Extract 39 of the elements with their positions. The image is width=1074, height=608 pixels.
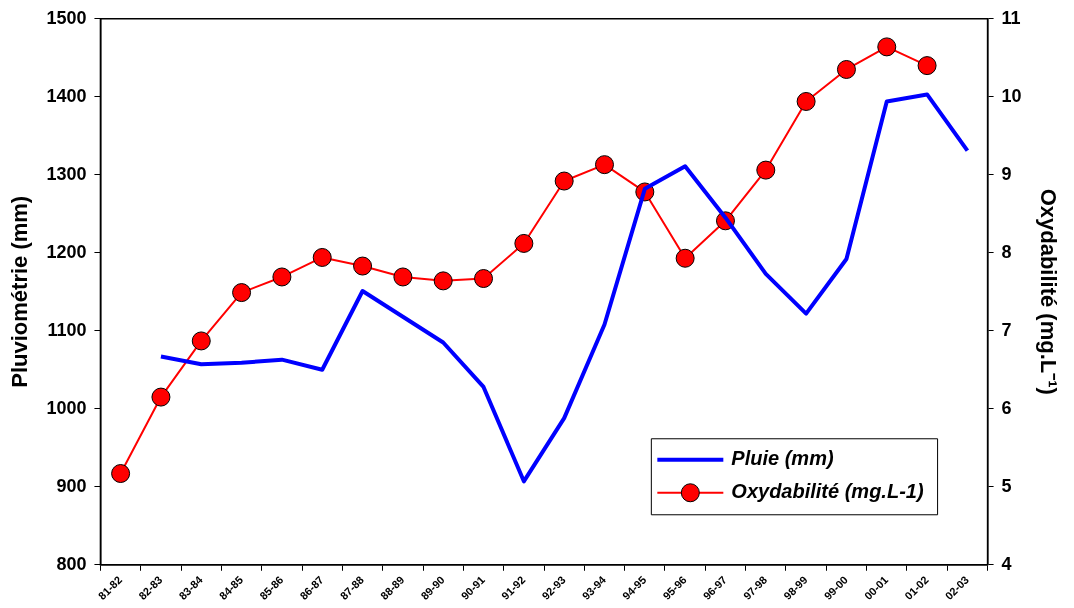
y2-tick-label: 9 <box>1001 163 1012 184</box>
point <box>474 269 494 289</box>
y-tick-label: 1400 <box>46 85 87 106</box>
y-axis-title: Pluviométrie (mm) <box>7 195 33 388</box>
point <box>191 331 211 351</box>
point <box>917 56 937 76</box>
y-tick-label: 1300 <box>46 163 87 184</box>
y-tick-label: 1200 <box>46 241 87 262</box>
y-tick-label: 1500 <box>46 7 87 28</box>
point <box>393 267 413 287</box>
legend-label: Oxydabilité (mg.L-1) <box>731 480 924 503</box>
y-tick-label: 900 <box>56 475 87 496</box>
point <box>675 248 695 268</box>
point <box>796 91 816 111</box>
point <box>111 464 131 484</box>
y2-tick-label: 4 <box>1001 553 1012 574</box>
point <box>151 387 171 407</box>
y2-tick-label: 7 <box>1001 319 1012 340</box>
y-tick-label: 1000 <box>46 397 87 418</box>
y2-tick-label: 5 <box>1001 475 1012 496</box>
y2-axis-title: Oxydabilité (mg.L⁻¹) <box>1035 188 1061 395</box>
y2-tick-label: 10 <box>1001 85 1022 106</box>
point <box>312 247 332 267</box>
point <box>514 233 534 253</box>
y2-tick-label: 6 <box>1001 397 1012 418</box>
y2-tick-label: 11 <box>1001 7 1021 28</box>
y-tick-label: 1100 <box>47 319 87 340</box>
point <box>272 267 292 287</box>
point <box>756 160 776 180</box>
point <box>836 60 856 79</box>
point <box>232 283 252 303</box>
point <box>433 271 453 291</box>
y-tick-label: 800 <box>56 553 87 574</box>
point <box>595 155 614 175</box>
point <box>877 37 897 57</box>
legend-label: Pluie (mm) <box>731 447 834 470</box>
point <box>353 256 373 276</box>
point <box>554 171 574 191</box>
y2-tick-label: 8 <box>1001 241 1012 262</box>
